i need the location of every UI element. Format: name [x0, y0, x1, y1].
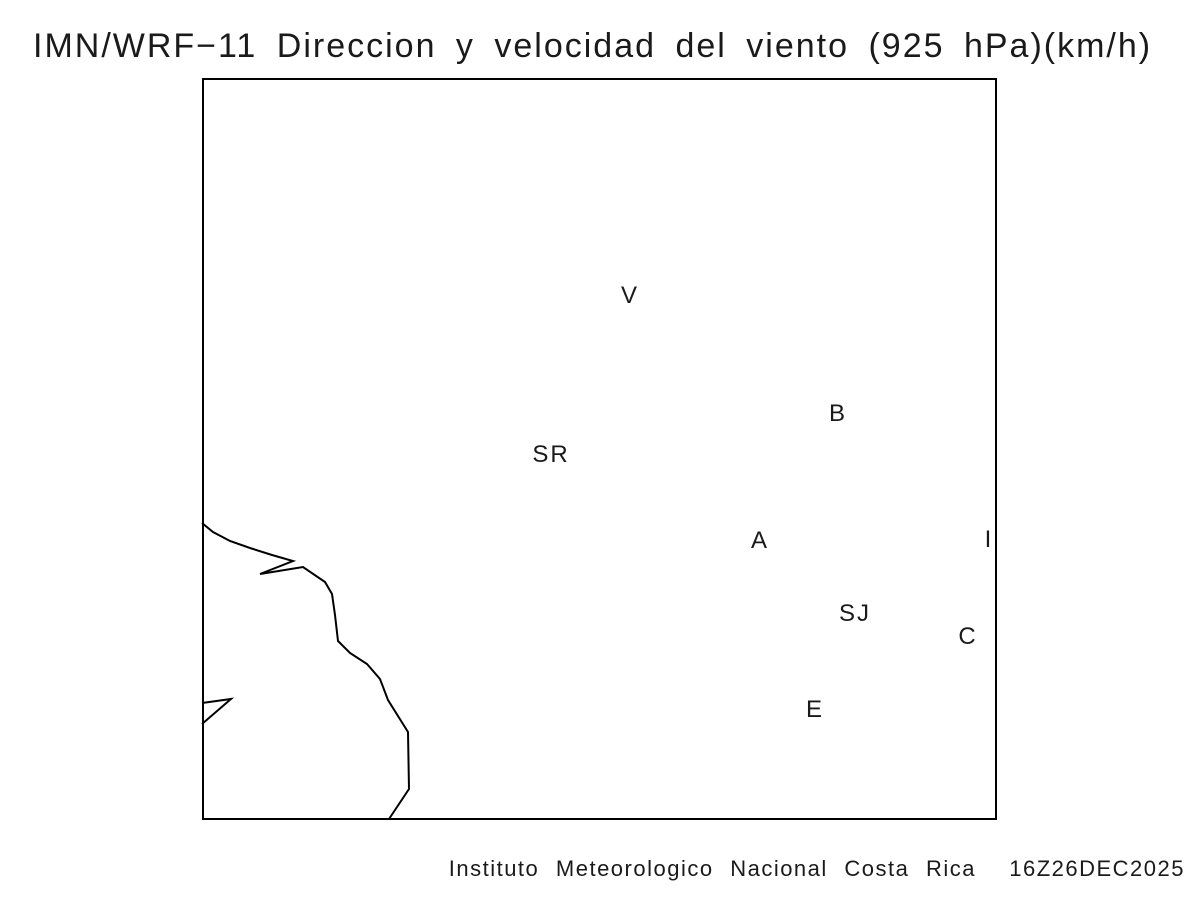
- credit-text: Instituto Meteorologico Nacional Costa R…: [448, 856, 1185, 881]
- station-label-i: I: [984, 526, 994, 553]
- map-frame: [202, 78, 997, 820]
- station-label-sr: SR: [532, 441, 570, 468]
- station-label-sj: SJ: [838, 600, 872, 627]
- chart-title: IMN/WRF−11 Direccion y velocidad del vie…: [33, 27, 1153, 65]
- station-label-a: A: [750, 527, 770, 554]
- station-label-e: E: [805, 696, 825, 723]
- station-label-c: C: [958, 623, 978, 650]
- station-label-b: B: [828, 400, 848, 427]
- station-label-v: V: [620, 282, 640, 309]
